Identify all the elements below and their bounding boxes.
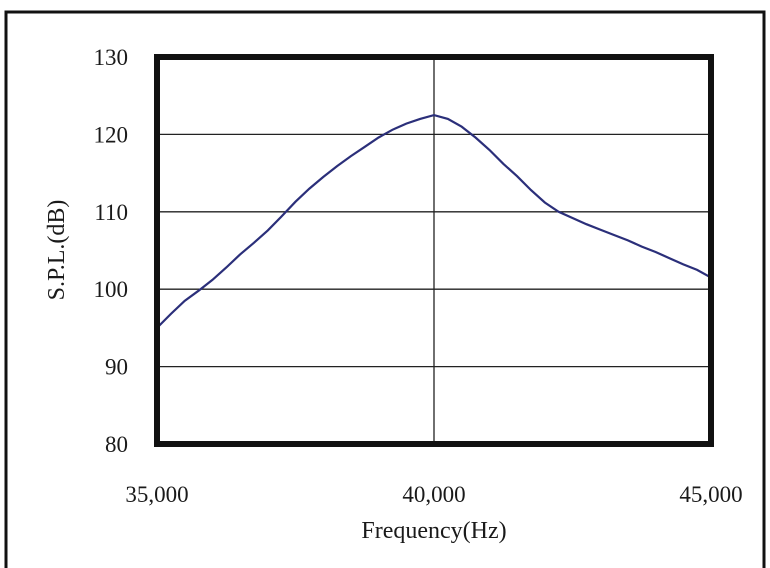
y-tick-label: 80 [105,432,128,457]
y-tick-labels: 80 90 100 110 120 130 [94,45,129,457]
plot-area-border [154,54,714,447]
outer-frame [4,10,766,568]
y-tick-label: 100 [94,277,129,302]
gridlines [157,57,711,444]
x-tick-label: 40,000 [402,482,465,507]
x-axis-label: Frequency(Hz) [361,518,506,544]
y-tick-label: 130 [94,45,129,70]
x-tick-labels: 35,000 40,000 45,000 [125,482,742,507]
series-line [156,113,712,329]
y-tick-label: 120 [94,122,129,147]
y-tick-label: 90 [105,355,128,380]
y-axis-label: S.P.L.(dB) [44,200,70,301]
y-tick-label: 110 [94,200,128,225]
x-tick-label: 45,000 [679,482,742,507]
x-tick-label: 35,000 [125,482,188,507]
